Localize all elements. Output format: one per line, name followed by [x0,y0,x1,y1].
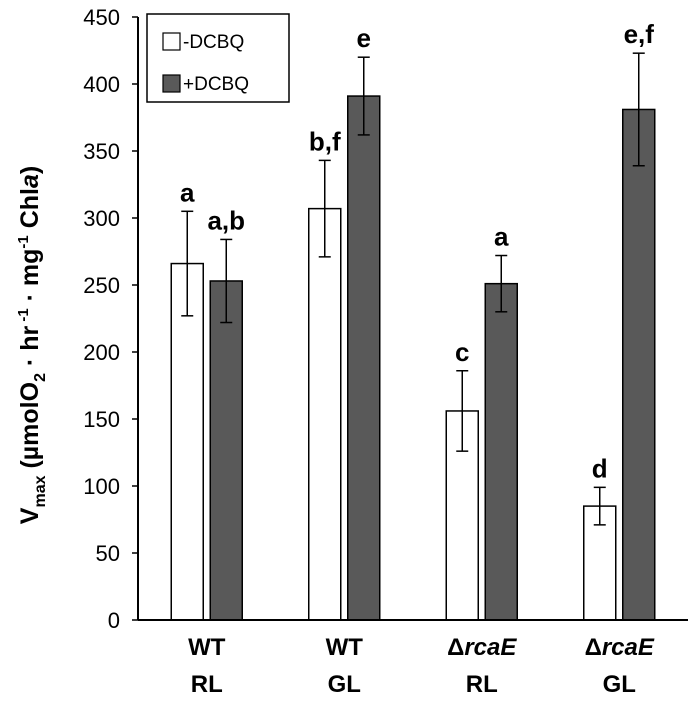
error-bar [593,486,606,526]
bar-no-dcbq-1 [308,207,342,621]
significance-label: c [455,337,469,367]
legend-label-dcbq: +DCBQ [183,74,249,95]
legend-swatch-dcbq [162,74,181,93]
y-tick-label: 400 [83,72,120,97]
category-labels: WT RL WT GL ΔrcaE RL ΔrcaE GL [188,634,655,698]
bar-dcbq-0 [209,280,243,621]
y-axis-label: Vmax (µmolO2 · hr -1 · mg-1 Chla) [15,166,49,524]
error-bar [632,52,645,167]
y-tick-label: 450 [83,5,120,30]
y-tick-label: 50 [96,541,120,566]
error-bar [181,210,194,317]
category-label-line1: WT [188,634,226,661]
error-bar [220,238,233,324]
category-label-line2: RL [466,671,498,698]
y-tick-label: 150 [83,407,120,432]
y-axis-ticks: 0 50 100 150 200 250 300 350 400 450 [83,5,138,633]
significance-label: a,b [207,205,245,235]
legend: -DCBQ +DCBQ [146,13,290,103]
y-tick-label: 0 [108,608,120,633]
bar-no-dcbq-0 [170,262,204,621]
y-tick-label: 200 [83,340,120,365]
category-label-line2: GL [328,671,361,698]
y-tick-label: 300 [83,206,120,231]
significance-label: a [494,222,509,252]
bar-dcbq-1 [347,95,381,621]
category-label-line1: ΔrcaE [447,634,517,661]
bars: a b,f c d a,b e a e,f [170,19,656,621]
category-label-line1: ΔrcaE [585,634,655,661]
legend-label-no-dcbq: -DCBQ [183,32,244,53]
bar-dcbq-2 [484,282,518,621]
significance-label: e [357,23,371,53]
bar-dcbq-3 [622,108,656,621]
significance-label: e,f [624,19,655,49]
error-bar [357,56,370,136]
category-label-line2: RL [191,671,223,698]
error-bar [318,159,331,258]
significance-label: a [180,177,195,207]
category-label-line2: GL [603,671,636,698]
significance-label: d [592,453,608,483]
legend-swatch-no-dcbq [162,32,181,51]
error-bar [456,370,469,452]
y-tick-label: 350 [83,139,120,164]
y-tick-label: 100 [83,474,120,499]
significance-label: b,f [309,126,341,156]
y-tick-label: 250 [83,273,120,298]
error-bar [495,254,508,313]
category-label-line1: WT [326,634,364,661]
